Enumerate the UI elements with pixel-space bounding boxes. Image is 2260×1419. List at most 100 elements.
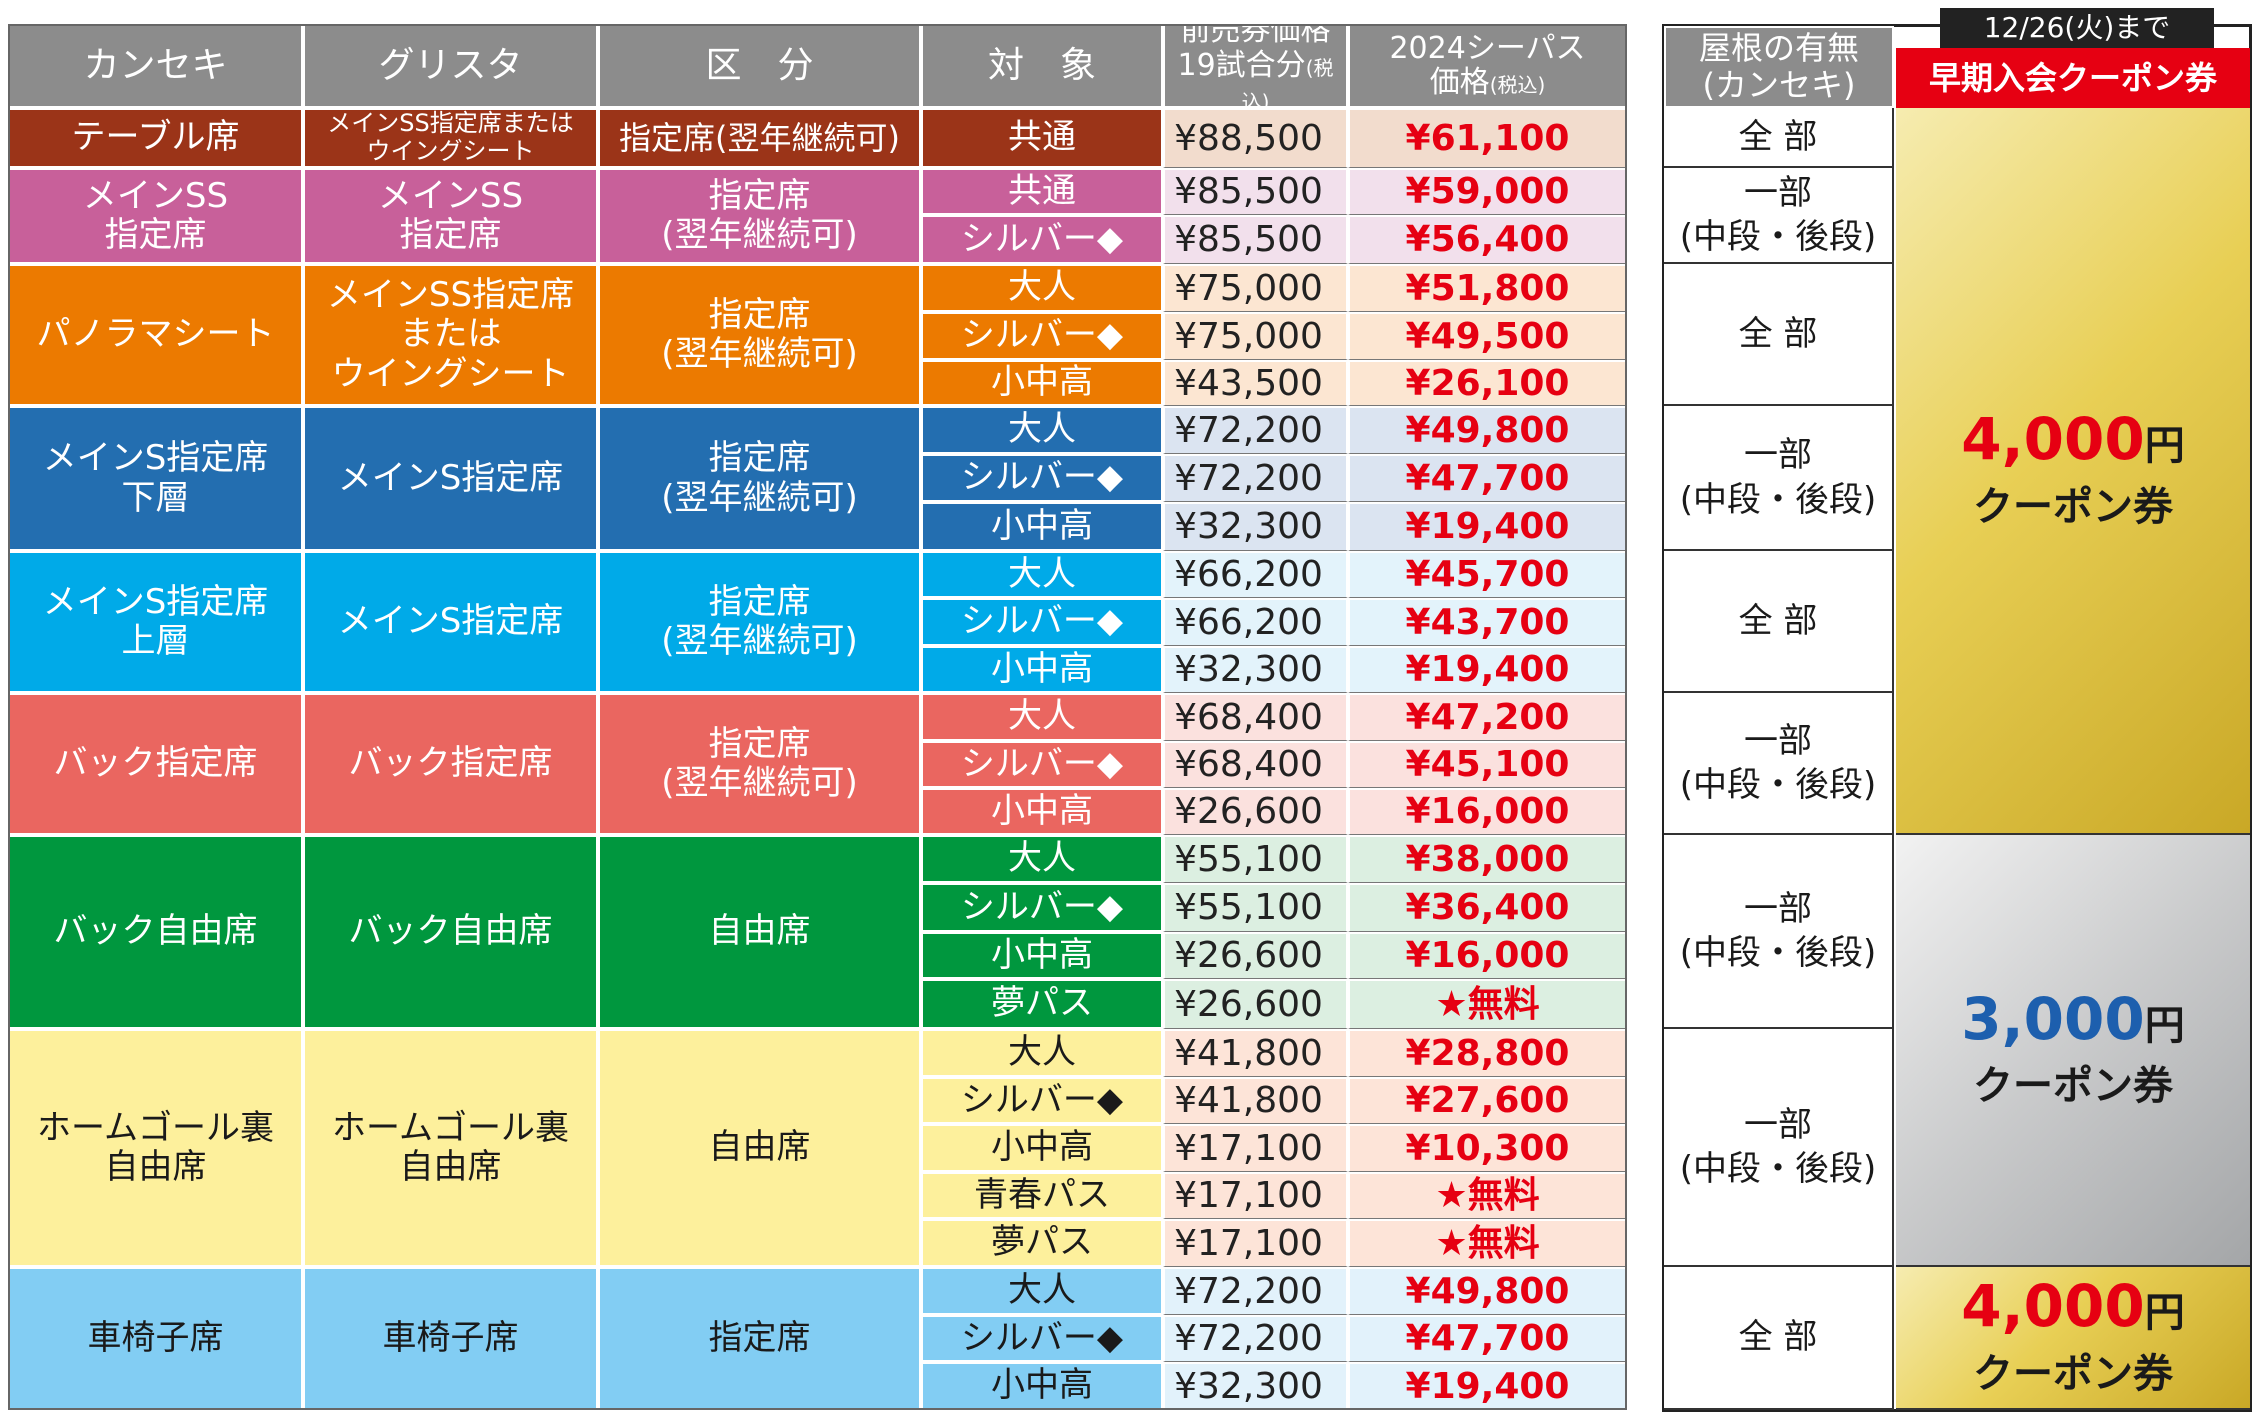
season-price-cell: ★無料: [1348, 1219, 1627, 1267]
header-advance-price: 前売券価格 19試合分(税込): [1163, 14, 1348, 114]
section-gurisuta: メインSS指定席または ウイングシート: [303, 108, 598, 168]
advance-price-cell: ¥32,300: [1163, 646, 1348, 693]
season-price-cell: ¥28,800: [1348, 1029, 1627, 1077]
advance-price-cell: ¥66,200: [1163, 598, 1348, 646]
section-gurisuta: メインSS 指定席: [303, 168, 598, 264]
season-price-cell: ★無料: [1348, 979, 1627, 1029]
header-gurisuta: グリスタ: [303, 24, 598, 108]
header-kubun: 区 分: [598, 24, 921, 108]
roof-cell: 一部 (中段・後段): [1664, 693, 1894, 835]
target-cell: 小中高: [921, 646, 1163, 693]
header-advance-price-line1: 前売券価格: [1180, 13, 1331, 49]
section-gurisuta: バック指定席: [303, 693, 598, 835]
advance-price-cell: ¥72,200: [1163, 406, 1348, 454]
advance-price-cell: ¥41,800: [1163, 1077, 1348, 1124]
season-price-cell: ¥47,700: [1348, 454, 1627, 502]
header-kanseki: カンセキ: [8, 24, 303, 108]
target-cell: 大人: [921, 835, 1163, 883]
target-cell: 大人: [921, 1029, 1163, 1077]
section-gurisuta: メインS指定席: [303, 551, 598, 693]
section-kubun: 指定席 (翌年継続可): [598, 406, 921, 551]
target-cell: シルバー◆: [921, 1315, 1163, 1362]
target-cell: 夢パス: [921, 1219, 1163, 1267]
advance-price-cell: ¥26,600: [1163, 932, 1348, 979]
section-kubun: 指定席 (翌年継続可): [598, 693, 921, 835]
advance-price-cell: ¥88,500: [1163, 108, 1348, 168]
advance-price-cell: ¥72,200: [1163, 454, 1348, 502]
section-kubun: 自由席: [598, 835, 921, 1029]
target-cell: シルバー◆: [921, 215, 1163, 264]
season-price-cell: ¥38,000: [1348, 835, 1627, 883]
target-cell: シルバー◆: [921, 741, 1163, 788]
section-gurisuta: 車椅子席: [303, 1267, 598, 1410]
advance-price-cell: ¥68,400: [1163, 693, 1348, 741]
roof-cell: 一部 (中段・後段): [1664, 1029, 1894, 1267]
advance-price-cell: ¥43,500: [1163, 360, 1348, 406]
advance-price-cell: ¥68,400: [1163, 741, 1348, 788]
roof-cell: 一部 (中段・後段): [1664, 406, 1894, 551]
target-cell: 大人: [921, 1267, 1163, 1315]
coupon-amount-value: 3,000: [1961, 984, 2145, 1053]
section-kanseki: バック自由席: [8, 835, 303, 1029]
coupon-block: 4,000円 クーポン券: [1896, 108, 2250, 835]
season-price-cell: ¥26,100: [1348, 360, 1627, 406]
header-advance-price-label: 19試合分: [1177, 47, 1306, 83]
advance-price-cell: ¥17,100: [1163, 1219, 1348, 1267]
advance-price-cell: ¥72,200: [1163, 1315, 1348, 1362]
section-kanseki: ホームゴール裏 自由席: [8, 1029, 303, 1267]
target-cell: 小中高: [921, 502, 1163, 551]
season-price-cell: ¥59,000: [1348, 168, 1627, 215]
coupon-amount: 3,000円: [1961, 988, 2185, 1050]
section-kanseki: メインSS 指定席: [8, 168, 303, 264]
header-season-price-line2: 価格(税込): [1429, 65, 1546, 101]
section-kubun: 指定席: [598, 1267, 921, 1410]
section-kanseki: メインS指定席 下層: [8, 406, 303, 551]
advance-price-cell: ¥75,000: [1163, 264, 1348, 312]
coupon-yen-unit: 円: [2144, 1002, 2185, 1049]
advance-price-cell: ¥66,200: [1163, 551, 1348, 598]
season-price-cell: ¥56,400: [1348, 215, 1627, 264]
advance-price-cell: ¥32,300: [1163, 502, 1348, 551]
section-gurisuta: メインS指定席: [303, 406, 598, 551]
season-price-cell: ¥43,700: [1348, 598, 1627, 646]
advance-price-cell: ¥55,100: [1163, 883, 1348, 932]
target-cell: シルバー◆: [921, 598, 1163, 646]
coupon-yen-unit: 円: [2144, 1290, 2185, 1337]
coupon-amount-value: 4,000: [1961, 405, 2145, 474]
advance-price-cell: ¥17,100: [1163, 1124, 1348, 1172]
target-cell: シルバー◆: [921, 1077, 1163, 1124]
section-kubun: 指定席 (翌年継続可): [598, 264, 921, 406]
roof-cell: 一部 (中段・後段): [1664, 835, 1894, 1029]
target-cell: 大人: [921, 551, 1163, 598]
advance-price-cell: ¥32,300: [1163, 1362, 1348, 1410]
coupon-title: 早期入会クーポン券: [1896, 48, 2250, 108]
target-cell: シルバー◆: [921, 883, 1163, 932]
header-season-price-tax-note: (税込): [1489, 73, 1546, 97]
advance-price-cell: ¥26,600: [1163, 979, 1348, 1029]
target-cell: 青春パス: [921, 1172, 1163, 1219]
target-cell: 大人: [921, 693, 1163, 741]
season-price-cell: ¥19,400: [1348, 1362, 1627, 1410]
section-kubun: 自由席: [598, 1029, 921, 1267]
advance-price-cell: ¥85,500: [1163, 215, 1348, 264]
coupon-block: 3,000円 クーポン券: [1896, 835, 2250, 1267]
target-cell: 夢パス: [921, 979, 1163, 1029]
header-advance-price-line2: 19試合分(税込): [1165, 47, 1346, 118]
coupon-yen-unit: 円: [2144, 423, 2185, 470]
section-kubun: 指定席(翌年継続可): [598, 108, 921, 168]
header-taisho: 対 象: [921, 24, 1163, 108]
season-price-cell: ¥61,100: [1348, 108, 1627, 168]
season-price-cell: ¥47,700: [1348, 1315, 1627, 1362]
advance-price-cell: ¥17,100: [1163, 1172, 1348, 1219]
season-price-cell: ¥49,500: [1348, 312, 1627, 360]
season-price-cell: ¥27,600: [1348, 1077, 1627, 1124]
section-kanseki: 車椅子席: [8, 1267, 303, 1410]
section-kanseki: テーブル席: [8, 108, 303, 168]
section-kanseki: パノラマシート: [8, 264, 303, 406]
coupon-amount-value: 4,000: [1961, 1272, 2145, 1341]
advance-price-cell: ¥55,100: [1163, 835, 1348, 883]
header-season-price-label: 価格: [1429, 65, 1490, 100]
season-price-cell: ¥19,400: [1348, 502, 1627, 551]
target-cell: 共通: [921, 108, 1163, 168]
target-cell: 大人: [921, 264, 1163, 312]
